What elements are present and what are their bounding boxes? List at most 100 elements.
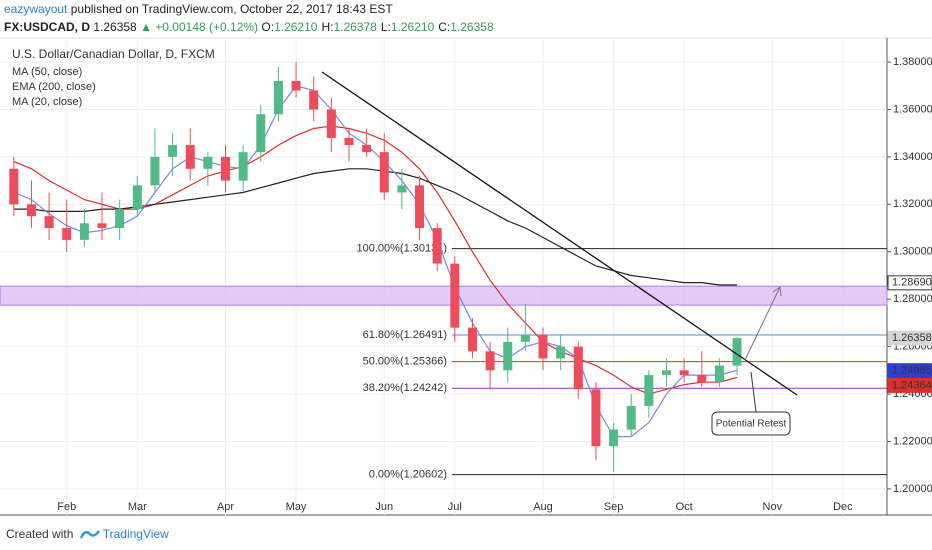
candle-body [397,185,407,193]
candle-body [679,370,689,376]
callout-pointer [750,371,757,413]
candle-body [115,209,125,229]
x-tick-label: Oct [676,501,693,513]
candle-body [732,338,742,366]
candle-body [432,228,442,264]
x-tick-label: Apr [217,501,234,513]
x-tick-label: Mar [128,501,147,513]
candle-body [591,389,601,447]
chart-title: U.S. Dollar/Canadian Dollar, D, FXCM [12,47,215,61]
axis: 1.200001.220001.240001.260001.280001.300… [57,56,932,513]
y-tick-label: 1.30000 [893,246,932,258]
fib-label: 38.20%(1.24242) [363,382,447,394]
legend-entry: MA (20, close) [12,96,82,108]
trend-line [321,71,798,396]
candle-body [150,156,160,186]
brand[interactable]: TradingView [102,527,169,541]
fib-label: 50.00%(1.25366) [363,356,447,368]
ohlc-value: 1.26378 [333,20,377,34]
grid [0,38,887,515]
x-tick-label: Sep [604,501,624,513]
symbol: FX:USDCAD, D [4,20,90,34]
levels: 100.00%(1.30131) 61.80%(1.26491) 50.00%(1.… [356,243,887,481]
candle-body [221,156,230,181]
author[interactable]: eazywayout [4,2,68,16]
legend: MA (50, close) EMA (200, close) MA (20, cl… [12,66,96,108]
y-tick-label: 1.38000 [893,56,932,68]
change: ▲ +0.00148 (+0.12%) [140,20,259,34]
candle-body [256,114,266,153]
legend-entry: EMA (200, close) [12,81,96,93]
price-tag-label: 1.28690 [892,277,932,289]
logo [79,530,100,539]
symbol-line: FX:USDCAD, D 1.26358 ▲ +0.00148 (+0.12%)… [4,18,498,36]
candle-body [362,145,372,153]
resistance-zone [0,285,888,306]
candle-body [273,81,283,115]
projection-arrow [744,286,782,361]
x-tick-label: Jun [375,501,393,513]
candle-body [556,346,566,359]
price-tag [887,377,932,393]
candle-body [185,145,195,169]
x-tick-label: Aug [533,501,553,513]
candle-body [450,263,460,328]
candle-body [662,370,671,376]
price-tag [887,330,932,346]
candle-body [238,152,248,181]
y-tick-label: 1.34000 [893,151,932,163]
callout-box [711,411,791,436]
footer: Created with TradingView [6,526,169,541]
price-tag-label: 1.26358 [892,332,932,344]
ohlc-label: H: [321,20,334,34]
candle-body [626,405,636,430]
candle-body [26,204,36,217]
candle-body [467,327,477,352]
candle-body [9,168,19,205]
candle-body [79,223,89,240]
candle-body [44,216,54,229]
fib-label: 61.80%(1.26491) [363,329,447,341]
candle-body [344,137,354,146]
y-tick-label: 1.32000 [893,198,932,210]
legend-entry: MA (50, close) [12,66,82,78]
y-tick-label: 1.28000 [893,293,932,305]
zone [0,285,888,306]
ohlc: O:1.26210 H:1.26378 L:1.26210 C:1.26358 [261,20,497,34]
x-tick-label: Jul [448,501,462,513]
candle-body [485,351,495,371]
candle-body [415,185,425,229]
ohlc-value: 1.26210 [390,20,435,34]
callout-text: Potential Retest [716,419,787,430]
price-tags: 1.28690 1.26358 1.24985 1.24364 [887,275,932,393]
ohlc-value: 1.26358 [450,20,494,34]
candle-body [538,334,548,359]
candle-body [291,81,301,91]
y-tick-label: 1.36000 [893,103,932,115]
price-tag [887,275,932,291]
indicator-line [13,125,738,395]
candle-body [573,346,583,390]
last-price: 1.26358 [93,20,137,34]
candle-body [609,429,619,447]
ohlc-label: O: [261,20,275,34]
ohlc-label: L: [380,20,391,34]
candle-body [326,109,336,138]
fib-label: 0.00%(1.20602) [369,469,447,481]
candle-body [503,341,513,371]
candle-body [644,375,654,406]
candle-body [379,152,389,193]
candle-body [168,145,178,157]
price-tag [887,363,932,379]
header: eazywayout published on TradingView.com,… [4,0,498,36]
candle-body [132,185,142,210]
candle-body [203,156,213,169]
ohlc-value: 1.26210 [274,20,318,34]
price-tag-label: 1.24364 [892,379,932,391]
x-tick-label: Dec [833,501,853,513]
candle-body [520,334,530,342]
publish-line: eazywayout published on TradingView.com,… [4,0,498,18]
x-tick-label: May [286,501,307,513]
candle-body [309,90,319,110]
